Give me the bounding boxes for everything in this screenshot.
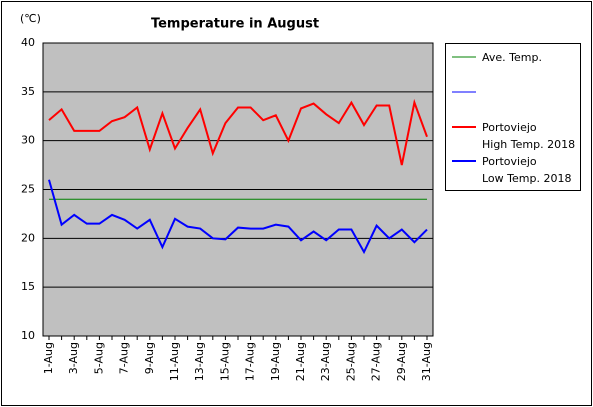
x-tick-label: 15-Aug [218, 342, 231, 381]
line-series [48, 179, 428, 255]
x-tick-label: 11-Aug [168, 342, 181, 381]
x-tick-label: 23-Aug [319, 342, 332, 381]
x-tick-label: 19-Aug [269, 342, 282, 381]
legend-label: Ave. Temp. [482, 51, 542, 64]
x-tick-label: 9-Aug [143, 342, 156, 374]
x-tick-label: 7-Aug [118, 342, 131, 374]
x-tick-label: 17-Aug [244, 342, 257, 381]
legend-label: Portoviejo Low Temp. 2018 [482, 155, 572, 185]
legend-label: Portoviejo High Temp. 2018 [482, 121, 576, 151]
y-tick-label: 20 [21, 231, 35, 244]
x-tick-label: 1-Aug [42, 342, 55, 374]
chart-title: Temperature in August [151, 17, 319, 32]
x-tick-label: 3-Aug [67, 342, 80, 374]
x-tick-label: 27-Aug [370, 342, 383, 381]
y-tick-label: 15 [21, 280, 35, 293]
x-tick-label: 13-Aug [193, 342, 206, 381]
y-unit: (℃) [20, 12, 41, 25]
y-tick-label: 25 [21, 183, 35, 196]
x-tick-label: 29-Aug [395, 342, 408, 381]
y-tick-label: 10 [21, 329, 35, 342]
y-tick-label: 30 [21, 134, 35, 147]
line-series [48, 98, 428, 166]
legend-box [445, 43, 581, 191]
x-tick-label: 5-Aug [92, 342, 105, 374]
y-tick-label: 40 [21, 36, 35, 49]
x-tick-label: 31-Aug [420, 342, 433, 381]
x-tick-label: 21-Aug [294, 342, 307, 381]
x-tick-label: 25-Aug [344, 342, 357, 381]
y-tick-label: 35 [21, 85, 35, 98]
